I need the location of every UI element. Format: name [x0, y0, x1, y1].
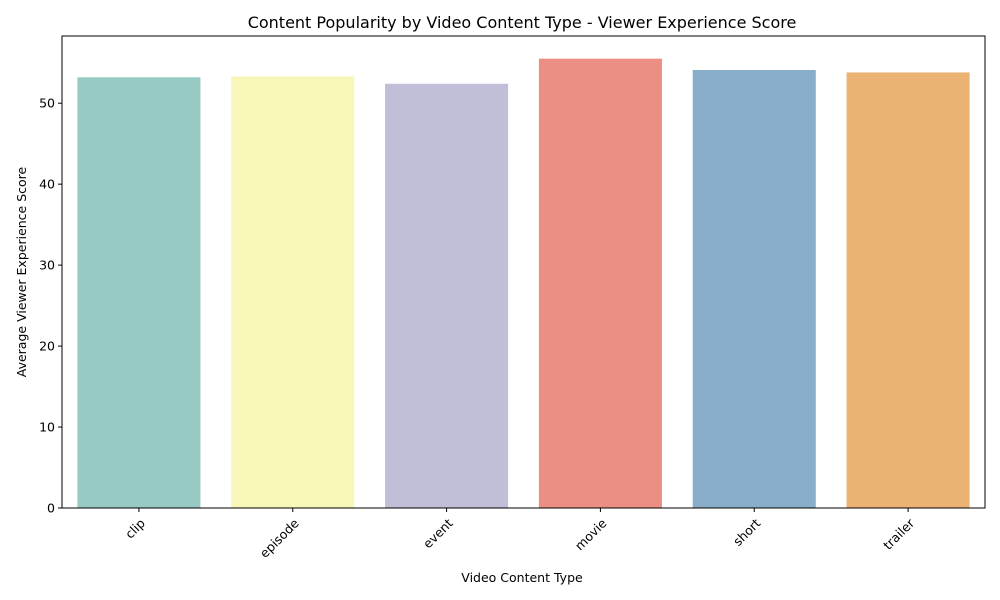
- x-tick-label: clip: [122, 515, 148, 541]
- bar-event: [385, 83, 509, 508]
- x-tick-label: event: [420, 515, 456, 551]
- bar-trailer: [846, 72, 970, 508]
- y-tick-label: 40: [39, 177, 55, 192]
- y-axis-ticks: 0 10 20 30 40 50: [39, 96, 62, 516]
- bar-short: [692, 70, 816, 509]
- y-tick-label: 10: [39, 420, 55, 435]
- y-axis-label: Average Viewer Experience Score: [14, 166, 29, 377]
- plot-frame: [61, 35, 986, 509]
- chart-title: Content Popularity by Video Content Type…: [248, 13, 797, 32]
- x-tick-label: short: [730, 515, 763, 548]
- bars-layer: [77, 58, 970, 509]
- y-tick-label: 50: [39, 96, 55, 111]
- x-tick-label: episode: [257, 515, 302, 560]
- x-tick-label: trailer: [880, 515, 918, 553]
- x-axis-ticks: clip episode event movie short trailer: [122, 508, 918, 561]
- bar-clip: [77, 77, 201, 508]
- y-tick-label: 20: [39, 339, 55, 354]
- x-tick-label: movie: [572, 515, 610, 553]
- y-tick-label: 30: [39, 258, 55, 273]
- bar-episode: [231, 76, 355, 508]
- y-tick-label: 0: [47, 501, 55, 516]
- bar-movie: [538, 58, 662, 509]
- x-axis-label: Video Content Type: [461, 570, 583, 585]
